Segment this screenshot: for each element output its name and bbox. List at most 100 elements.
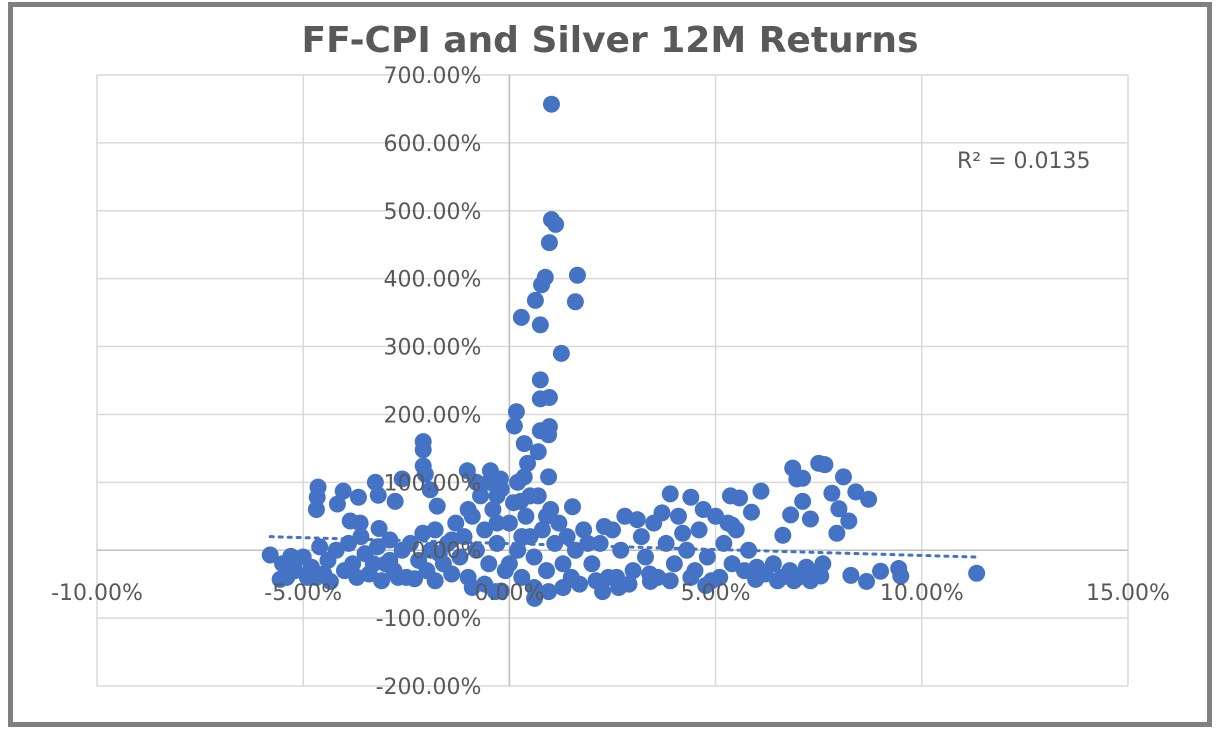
x-tick-label: 15.00%	[1086, 581, 1170, 606]
x-tick-label: -5.00%	[264, 581, 342, 606]
chart-frame	[8, 2, 1212, 727]
data-point	[546, 534, 564, 552]
y-tick-label: 500.00%	[384, 200, 482, 225]
data-point	[426, 521, 444, 539]
data-point	[348, 568, 366, 586]
data-point	[533, 521, 551, 539]
data-point	[842, 566, 860, 584]
data-point	[351, 514, 369, 532]
data-point	[513, 528, 531, 546]
data-point	[583, 555, 601, 573]
data-point	[715, 534, 733, 552]
data-point	[661, 572, 679, 590]
data-point	[480, 473, 498, 491]
data-point	[406, 570, 424, 588]
data-point	[447, 514, 465, 532]
data-point	[872, 562, 890, 580]
data-point	[426, 572, 444, 590]
data-point	[653, 504, 671, 522]
data-point	[702, 572, 720, 590]
data-point	[531, 390, 549, 408]
data-point	[430, 545, 448, 563]
data-point	[547, 215, 565, 233]
data-point	[678, 541, 696, 559]
data-point	[892, 567, 910, 585]
data-point	[698, 548, 716, 566]
data-point	[515, 435, 533, 453]
data-point	[682, 488, 700, 506]
data-point	[278, 568, 296, 586]
data-point	[575, 521, 593, 539]
data-point	[443, 565, 461, 583]
data-point	[552, 344, 570, 362]
data-point	[505, 494, 523, 512]
data-point	[814, 555, 832, 573]
data-point	[785, 572, 803, 590]
data-points	[261, 95, 986, 607]
data-point	[421, 481, 439, 499]
data-point	[620, 575, 638, 593]
data-point	[488, 514, 506, 532]
data-point	[389, 568, 407, 586]
data-point	[459, 500, 477, 518]
y-tick-label: -100.00%	[376, 607, 482, 632]
data-point	[509, 541, 527, 559]
data-point	[334, 482, 352, 500]
data-point	[823, 484, 841, 502]
data-point	[512, 308, 530, 326]
y-tick-label: 100.00%	[384, 471, 482, 496]
y-tick-label: 400.00%	[384, 268, 482, 293]
data-point	[414, 441, 432, 459]
data-point	[505, 417, 523, 435]
data-point	[774, 526, 792, 544]
data-point	[476, 521, 494, 539]
data-point	[349, 488, 367, 506]
data-point	[540, 583, 558, 601]
x-tick-label: 10.00%	[880, 581, 964, 606]
data-point	[525, 579, 543, 597]
data-point	[682, 568, 700, 586]
x-tick-label: -10.00%	[51, 581, 143, 606]
data-point	[719, 514, 737, 532]
x-tick-label: 0.00%	[474, 581, 544, 606]
data-point	[525, 548, 543, 566]
data-point	[558, 528, 576, 546]
data-point	[443, 531, 461, 549]
data-point	[834, 468, 852, 486]
data-point	[369, 486, 387, 504]
data-point	[513, 568, 531, 586]
y-tick-label: 0.00%	[412, 539, 482, 564]
data-point	[352, 528, 370, 546]
data-point	[298, 568, 316, 586]
data-point	[707, 507, 725, 525]
data-point	[801, 572, 819, 590]
data-point	[816, 456, 834, 474]
data-point	[373, 572, 391, 590]
data-point	[492, 582, 510, 600]
data-point	[571, 575, 589, 593]
data-point	[261, 546, 279, 564]
data-point	[327, 541, 345, 559]
data-point	[509, 473, 527, 491]
data-point	[416, 465, 434, 483]
data-point	[488, 487, 506, 505]
data-point	[661, 485, 679, 503]
data-point	[690, 521, 708, 539]
data-point	[366, 473, 384, 491]
data-point	[669, 507, 687, 525]
data-point	[782, 506, 800, 524]
chart-title: FF-CPI and Silver 12M Returns	[302, 20, 919, 61]
data-point	[830, 500, 848, 518]
data-point	[315, 565, 333, 583]
data-point	[554, 579, 572, 597]
data-point	[612, 541, 630, 559]
data-point	[521, 487, 539, 505]
trendline	[268, 535, 977, 559]
data-point	[344, 555, 362, 573]
data-point	[308, 488, 326, 506]
data-point	[538, 507, 556, 525]
data-point	[540, 426, 558, 444]
data-point	[467, 473, 485, 491]
data-point	[517, 507, 535, 525]
data-point	[364, 555, 382, 573]
